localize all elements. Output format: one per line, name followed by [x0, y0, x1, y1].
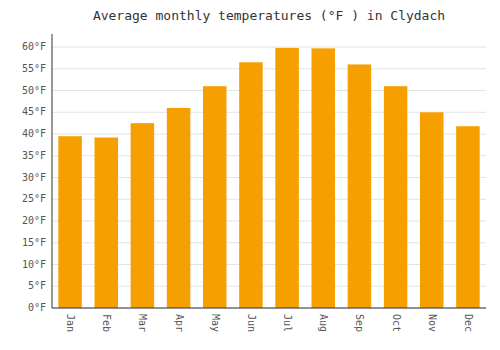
- x-tick-label: May: [210, 314, 221, 332]
- y-tick-label: 55°F: [22, 63, 46, 74]
- bar: [456, 126, 480, 308]
- x-tick-label: Feb: [101, 314, 112, 332]
- y-tick-label: 40°F: [22, 128, 46, 139]
- bar: [384, 86, 408, 308]
- bar: [203, 86, 227, 308]
- grid: [52, 47, 486, 308]
- y-tick-label: 20°F: [22, 215, 46, 226]
- x-tick-label: Apr: [174, 314, 185, 332]
- y-axis: 0°F 5°F 10°F 15°F 20°F 25°F 30°F 35°F 40°F 45°F 50…: [22, 41, 46, 313]
- bars: [58, 48, 479, 308]
- x-tick-label: Jan: [65, 314, 76, 332]
- y-tick-label: 50°F: [22, 85, 46, 96]
- chart-container: 0°F 5°F 10°F 15°F 20°F 25°F 30°F 35°F 40°F 45°F 50…: [0, 0, 500, 350]
- bar: [94, 138, 118, 308]
- y-tick-label: 60°F: [22, 41, 46, 52]
- bar: [311, 48, 335, 308]
- y-tick-label: 15°F: [22, 237, 46, 248]
- x-tick-label: Oct: [391, 314, 402, 332]
- x-tick-label: Mar: [137, 314, 148, 332]
- grid-line: [52, 308, 486, 309]
- bar: [348, 64, 372, 308]
- x-axis-line: [52, 308, 486, 309]
- y-tick-label: 0°F: [28, 302, 46, 313]
- y-tick-label: 30°F: [22, 172, 46, 183]
- y-tick-label: 5°F: [28, 280, 46, 291]
- grid-line: [52, 47, 486, 48]
- grid-line: [52, 90, 486, 91]
- bar: [58, 136, 82, 308]
- x-tick-label: Aug: [318, 314, 329, 332]
- chart-svg: 0°F 5°F 10°F 15°F 20°F 25°F 30°F 35°F 40°F 45°F 50…: [0, 0, 500, 350]
- x-tick-label: Nov: [427, 314, 438, 332]
- grid-line: [52, 68, 486, 69]
- x-tick-label: Jul: [282, 314, 293, 332]
- y-tick-label: 45°F: [22, 106, 46, 117]
- x-axis: Jan Feb Mar Apr May Jun Jul Aug Sep Oct Nov Dec: [65, 314, 474, 332]
- bar: [131, 123, 155, 308]
- y-tick-label: 10°F: [22, 259, 46, 270]
- x-tick-label: Dec: [463, 314, 474, 332]
- x-tick-label: Sep: [354, 314, 365, 332]
- bar: [275, 48, 299, 308]
- y-axis-line: [52, 34, 53, 308]
- chart-title: Average monthly temperatures (°F ) in Cl…: [93, 8, 445, 23]
- y-tick-label: 35°F: [22, 150, 46, 161]
- bar: [167, 108, 191, 308]
- bar: [239, 62, 263, 308]
- bar: [420, 112, 444, 308]
- x-tick-label: Jun: [246, 314, 257, 332]
- y-tick-label: 25°F: [22, 193, 46, 204]
